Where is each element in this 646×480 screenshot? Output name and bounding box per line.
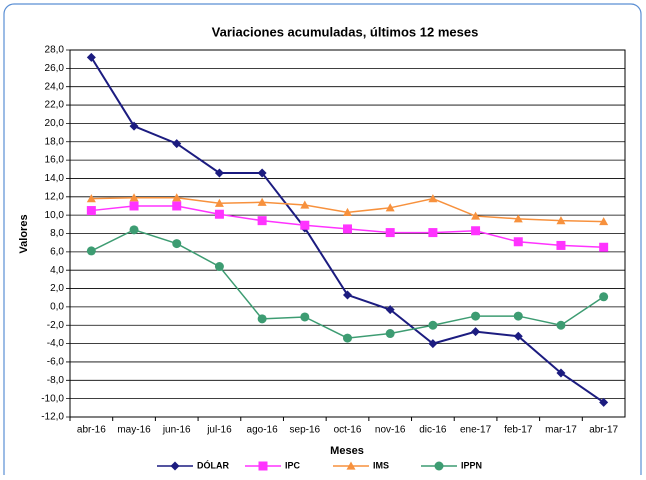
x-tick-label: abr-16 (77, 425, 106, 436)
marker (428, 228, 438, 238)
marker (258, 461, 268, 471)
marker (428, 194, 438, 203)
marker (513, 214, 523, 223)
marker (129, 201, 139, 211)
marker (434, 461, 444, 471)
marker (599, 397, 609, 407)
marker (471, 226, 481, 236)
y-tick-label: 2,0 (50, 283, 64, 294)
marker (385, 329, 395, 339)
marker (129, 225, 139, 235)
y-tick-label: -4,0 (47, 338, 65, 349)
legend-label: DÓLAR (197, 459, 229, 470)
y-tick-label: 24,0 (45, 81, 65, 92)
marker (385, 203, 395, 212)
marker (86, 194, 96, 203)
marker (385, 305, 395, 315)
marker (346, 461, 356, 470)
marker (556, 368, 566, 378)
marker (300, 312, 310, 322)
marker (343, 290, 352, 300)
x-tick-label: ene-17 (460, 425, 492, 436)
y-axis-label: Valores (18, 214, 30, 253)
marker (471, 327, 481, 337)
marker (599, 242, 609, 252)
marker (129, 121, 139, 131)
y-tick-label: 20,0 (45, 118, 65, 129)
y-tick-label: 16,0 (45, 155, 65, 166)
marker (172, 239, 182, 249)
legend-label: IPC (285, 460, 301, 470)
marker (343, 207, 352, 216)
marker (257, 168, 267, 178)
x-tick-label: nov-16 (375, 425, 406, 436)
y-tick-label: -2,0 (47, 320, 65, 331)
marker (599, 217, 609, 226)
y-tick-label: 18,0 (45, 136, 65, 147)
y-tick-label: 14,0 (45, 173, 65, 184)
marker (343, 224, 352, 234)
marker (86, 52, 96, 62)
marker (129, 193, 139, 202)
x-tick-label: dic-16 (419, 425, 447, 436)
x-tick-label: feb-17 (504, 425, 533, 436)
legend-label: IPPN (461, 460, 482, 470)
marker (172, 139, 182, 149)
marker (428, 320, 438, 330)
y-tick-label: -8,0 (47, 375, 65, 386)
marker (513, 331, 523, 341)
marker (556, 320, 566, 330)
x-tick-label: jul-16 (206, 425, 232, 436)
marker (86, 246, 96, 256)
legend-label: IMS (373, 460, 389, 470)
marker (471, 311, 481, 321)
marker (214, 168, 224, 178)
marker (300, 200, 310, 209)
y-tick-label: -10,0 (41, 393, 64, 404)
marker (172, 201, 182, 211)
y-tick-label: 8,0 (50, 228, 64, 239)
y-tick-label: 0,0 (50, 302, 64, 313)
marker (86, 206, 96, 216)
marker (214, 198, 224, 207)
y-tick-label: 28,0 (45, 45, 65, 56)
marker (257, 216, 267, 226)
x-tick-label: may-16 (117, 425, 151, 436)
x-tick-label: jun-16 (162, 425, 191, 436)
x-tick-label: sep-16 (290, 425, 321, 436)
marker (513, 311, 523, 321)
marker (172, 193, 182, 202)
marker (214, 262, 224, 272)
marker (214, 209, 224, 219)
x-tick-label: oct-16 (334, 425, 362, 436)
y-tick-label: 10,0 (45, 210, 65, 221)
y-tick-label: -6,0 (47, 357, 65, 368)
marker (257, 314, 267, 324)
x-tick-label: mar-17 (545, 425, 577, 436)
y-tick-label: 26,0 (45, 63, 65, 74)
marker (385, 228, 395, 238)
x-axis-label: Meses (330, 445, 364, 457)
marker (556, 240, 566, 250)
marker (343, 333, 352, 343)
x-tick-label: abr-17 (589, 425, 618, 436)
y-tick-label: 22,0 (45, 100, 65, 111)
marker (170, 461, 180, 471)
y-tick-label: 4,0 (50, 265, 64, 276)
marker (471, 211, 481, 220)
y-tick-label: 12,0 (45, 191, 65, 202)
marker (556, 216, 566, 225)
chart-title: Variaciones acumuladas, últimos 12 meses (212, 24, 479, 39)
marker (257, 197, 267, 206)
marker (428, 339, 438, 349)
y-tick-label: 6,0 (50, 246, 64, 257)
y-tick-label: -12,0 (41, 412, 64, 423)
x-tick-label: ago-16 (247, 425, 279, 436)
marker (300, 220, 310, 230)
marker (513, 237, 523, 247)
marker (599, 292, 609, 302)
